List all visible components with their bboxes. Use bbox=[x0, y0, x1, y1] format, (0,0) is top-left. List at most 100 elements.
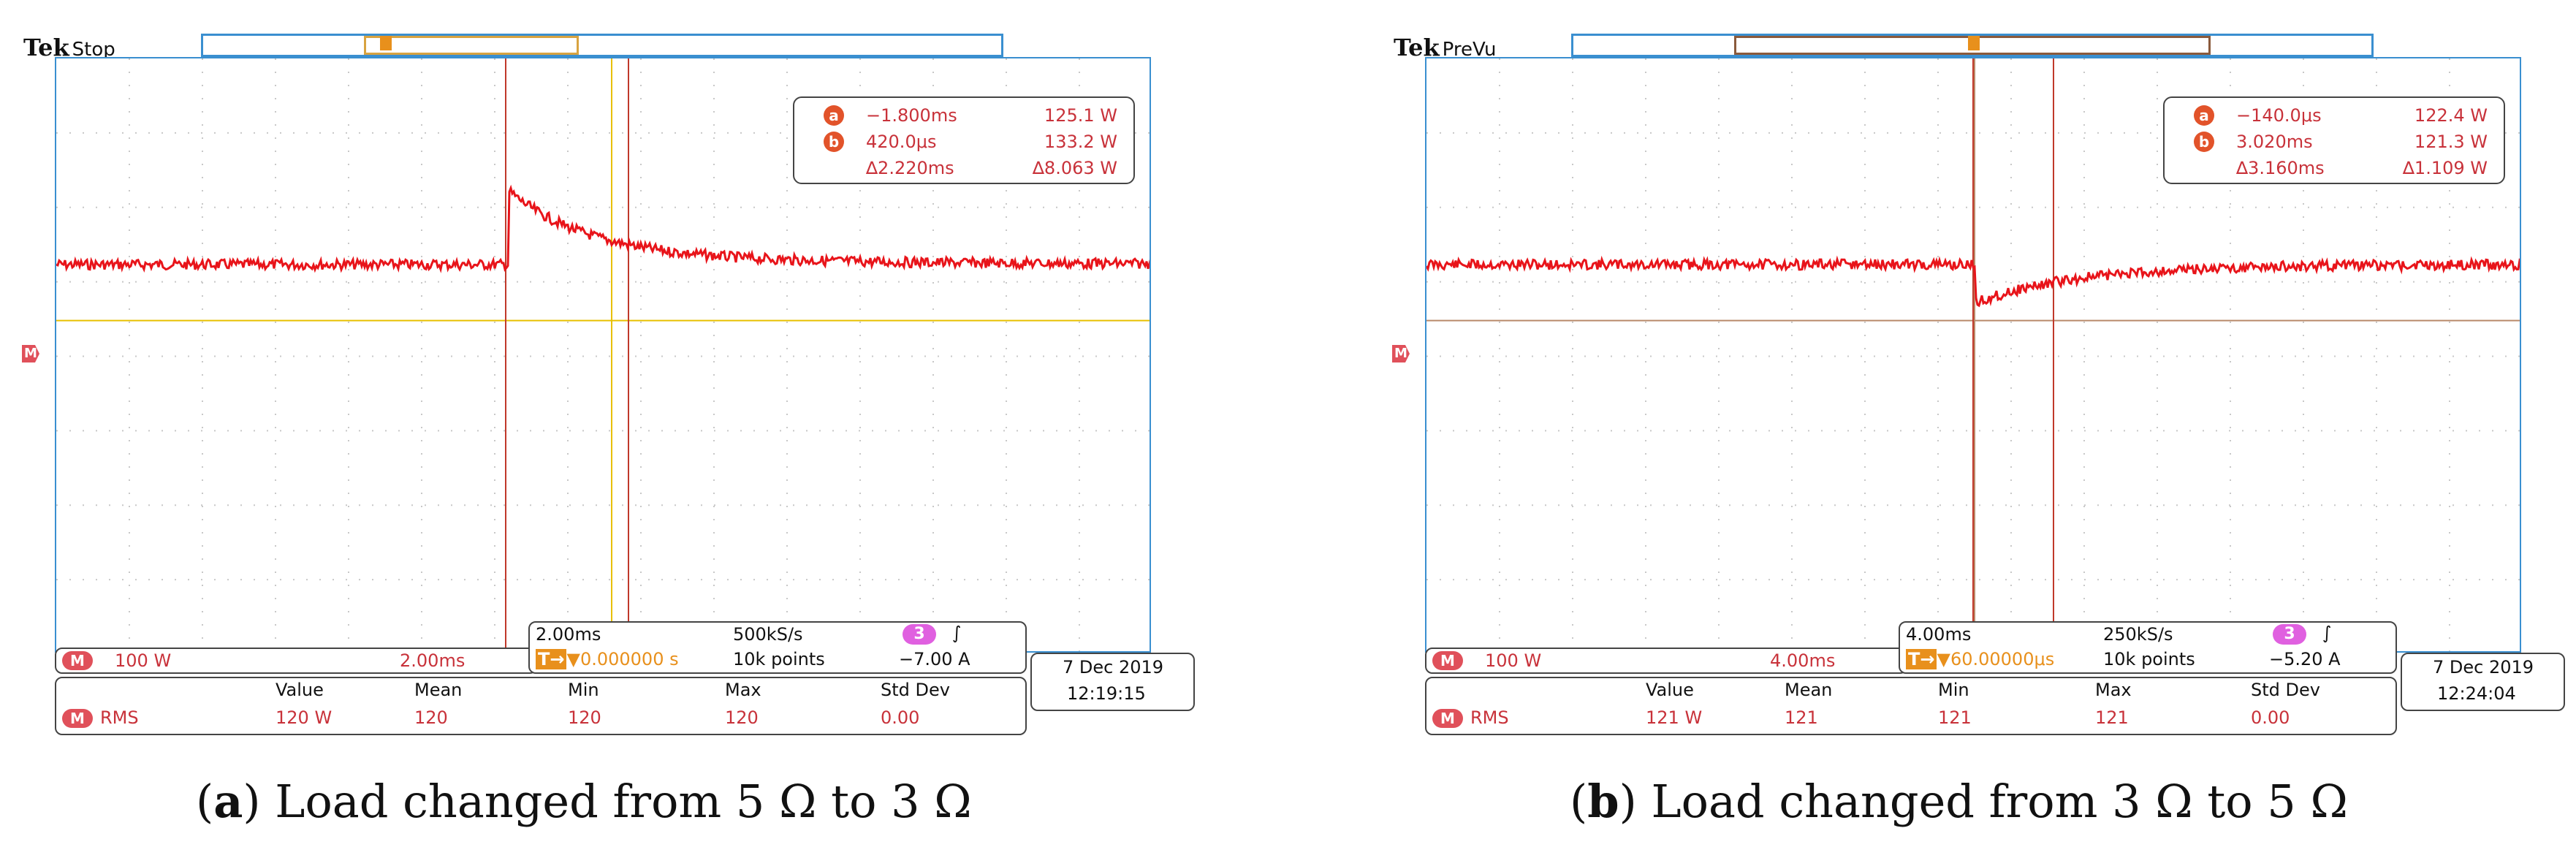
cursor-b-value: 133.2 W bbox=[1044, 132, 1117, 152]
cursor-b-icon: b bbox=[2194, 132, 2214, 152]
cursor-delta-value: ∆1.109 W bbox=[2402, 158, 2488, 178]
record-view-window[interactable] bbox=[364, 36, 579, 55]
trigger-position-icon: T→ bbox=[536, 649, 567, 669]
cursor-b-icon: b bbox=[824, 132, 844, 152]
stats-max: 120 bbox=[725, 707, 759, 728]
trigger-position-value: ▼0.000000 s bbox=[566, 649, 679, 669]
cursor-b-time: 3.020ms bbox=[2236, 132, 2313, 152]
brand-label: Tek Stop bbox=[23, 34, 115, 61]
stats-header-stddev: Std Dev bbox=[881, 680, 950, 700]
trigger-position-value: ▼60.00000μs bbox=[1937, 649, 2055, 669]
waveform-graticule[interactable]: a −1.800ms 125.1 W b 420.0μs 133.2 W ∆2.… bbox=[55, 57, 1151, 653]
cursor-a-value: 122.4 W bbox=[2414, 105, 2488, 126]
cursor-a-readout: a −140.0μs 122.4 W bbox=[2165, 104, 2504, 127]
cursor-readout-panel: a −140.0μs 122.4 W b 3.020ms 121.3 W ∆3.… bbox=[2163, 96, 2505, 184]
stats-header-mean: Mean bbox=[1785, 680, 1833, 700]
stats-header-min: Min bbox=[568, 680, 599, 700]
math-scale-panel[interactable]: M 100 W 4.00ms bbox=[1425, 648, 1907, 674]
cursor-b-readout: b 3.020ms 121.3 W bbox=[2165, 130, 2504, 153]
stats-mean: 121 bbox=[1785, 707, 1818, 728]
cursor-delta-time: ∆2.220ms bbox=[866, 158, 954, 178]
cursor-a-icon: a bbox=[824, 105, 844, 126]
cursor-a-icon: a bbox=[2194, 105, 2214, 126]
cursor-delta-time: ∆3.160ms bbox=[2236, 158, 2325, 178]
caption-b: (b) Load changed from 3 Ω to 5 Ω bbox=[1570, 775, 2348, 828]
cursor-b-time: 420.0μs bbox=[866, 132, 937, 152]
math-scale-panel[interactable]: M 100 W 2.00ms bbox=[55, 648, 537, 674]
cursor-readout-panel: a −1.800ms 125.1 W b 420.0μs 133.2 W ∆2.… bbox=[793, 96, 1135, 184]
measurement-stats-panel[interactable]: M RMS Value Mean Min Max Std Dev 121 W 1… bbox=[1425, 677, 2397, 735]
trigger-position-icon: T→ bbox=[1906, 649, 1937, 669]
cursor-delta-value: ∆8.063 W bbox=[1032, 158, 1117, 178]
acquisition-panel[interactable]: 2.00ms 500kS/s 3 ∫ T→ ▼0.000000 s 10k poi… bbox=[528, 621, 1027, 674]
stats-value: 121 W bbox=[1646, 707, 1703, 728]
record-view-bar[interactable] bbox=[201, 34, 1003, 57]
timebase-value: 4.00ms bbox=[1906, 624, 1972, 645]
record-view-bar[interactable] bbox=[1571, 34, 2374, 57]
timebase-value: 2.00ms bbox=[536, 624, 601, 645]
waveform-trace bbox=[1426, 255, 2520, 308]
caption-a-text: Load changed from 5 Ω to 3 Ω bbox=[260, 775, 972, 828]
waveform-trace bbox=[56, 184, 1150, 273]
date-readout: 7 Dec 2019 bbox=[2433, 657, 2534, 677]
trigger-channel-badge: 3 bbox=[903, 624, 936, 645]
stats-stddev: 0.00 bbox=[2251, 707, 2290, 728]
stats-math-badge: M bbox=[1432, 709, 1463, 728]
trigger-level: −7.00 A bbox=[899, 649, 970, 669]
datetime-panel: 7 Dec 2019 12:24:04 bbox=[2401, 653, 2565, 711]
math-horizontal-scale: 4.00ms bbox=[1770, 650, 1836, 671]
stats-header-max: Max bbox=[2095, 680, 2132, 700]
record-length: 10k points bbox=[733, 649, 825, 669]
cursor-a-readout: a −1.800ms 125.1 W bbox=[794, 104, 1133, 127]
caption-b-text: Load changed from 3 Ω to 5 Ω bbox=[1636, 775, 2348, 828]
math-vertical-scale: 100 W bbox=[115, 650, 172, 671]
stats-stddev: 0.00 bbox=[881, 707, 920, 728]
cursor-b-readout: b 420.0μs 133.2 W bbox=[794, 130, 1133, 153]
stats-header-min: Min bbox=[1938, 680, 1969, 700]
graticule-svg bbox=[56, 58, 1150, 651]
brand-logo: Tek bbox=[23, 34, 69, 61]
time-readout: 12:19:15 bbox=[1067, 683, 1146, 704]
stats-math-badge: M bbox=[62, 709, 93, 728]
caption-b-letter: b bbox=[1587, 775, 1619, 828]
datetime-panel: 7 Dec 2019 12:19:15 bbox=[1030, 653, 1195, 711]
stats-header-max: Max bbox=[725, 680, 761, 700]
sample-rate: 500kS/s bbox=[733, 624, 803, 645]
stats-mean: 120 bbox=[414, 707, 448, 728]
stats-max: 121 bbox=[2095, 707, 2129, 728]
acquisition-panel[interactable]: 4.00ms 250kS/s 3 ∫ T→ ▼60.00000μs 10k poi… bbox=[1899, 621, 2397, 674]
math-channel-badge: M bbox=[1432, 651, 1463, 670]
stats-measure-type: RMS bbox=[100, 707, 139, 728]
trigger-position-icon bbox=[380, 36, 392, 50]
record-length: 10k points bbox=[2103, 649, 2195, 669]
waveform-graticule[interactable]: a −140.0μs 122.4 W b 3.020ms 121.3 W ∆3.… bbox=[1425, 57, 2521, 653]
date-readout: 7 Dec 2019 bbox=[1063, 657, 1164, 677]
caption-a: (a) Load changed from 5 Ω to 3 Ω bbox=[196, 775, 972, 828]
trigger-channel-badge: 3 bbox=[2273, 624, 2306, 645]
measurement-stats-panel[interactable]: M RMS Value Mean Min Max Std Dev 120 W 1… bbox=[55, 677, 1027, 735]
trigger-level: −5.20 A bbox=[2269, 649, 2341, 669]
stats-value: 120 W bbox=[276, 707, 333, 728]
math-horizontal-scale: 2.00ms bbox=[400, 650, 466, 671]
math-reference-marker[interactable]: M bbox=[1392, 345, 1410, 362]
brand-logo: Tek bbox=[1394, 34, 1440, 61]
stats-min: 121 bbox=[1938, 707, 1972, 728]
caption-a-letter: a bbox=[213, 775, 243, 828]
time-readout: 12:24:04 bbox=[2437, 683, 2516, 704]
stats-header-mean: Mean bbox=[414, 680, 463, 700]
stats-header-value: Value bbox=[1646, 680, 1694, 700]
math-channel-badge: M bbox=[62, 651, 93, 670]
trigger-position-icon bbox=[1968, 36, 1980, 50]
trigger-slope-icon: ∫ bbox=[2322, 623, 2332, 643]
math-reference-marker[interactable]: M bbox=[22, 345, 39, 362]
cursor-a-time: −1.800ms bbox=[866, 105, 957, 126]
cursor-a-value: 125.1 W bbox=[1044, 105, 1117, 126]
cursor-b-value: 121.3 W bbox=[2414, 132, 2488, 152]
graticule-svg bbox=[1426, 58, 2520, 651]
cursor-a-time: −140.0μs bbox=[2236, 105, 2322, 126]
stats-measure-type: RMS bbox=[1470, 707, 1509, 728]
cursor-delta-readout: ∆3.160ms ∆1.109 W bbox=[2165, 156, 2504, 180]
math-vertical-scale: 100 W bbox=[1485, 650, 1542, 671]
